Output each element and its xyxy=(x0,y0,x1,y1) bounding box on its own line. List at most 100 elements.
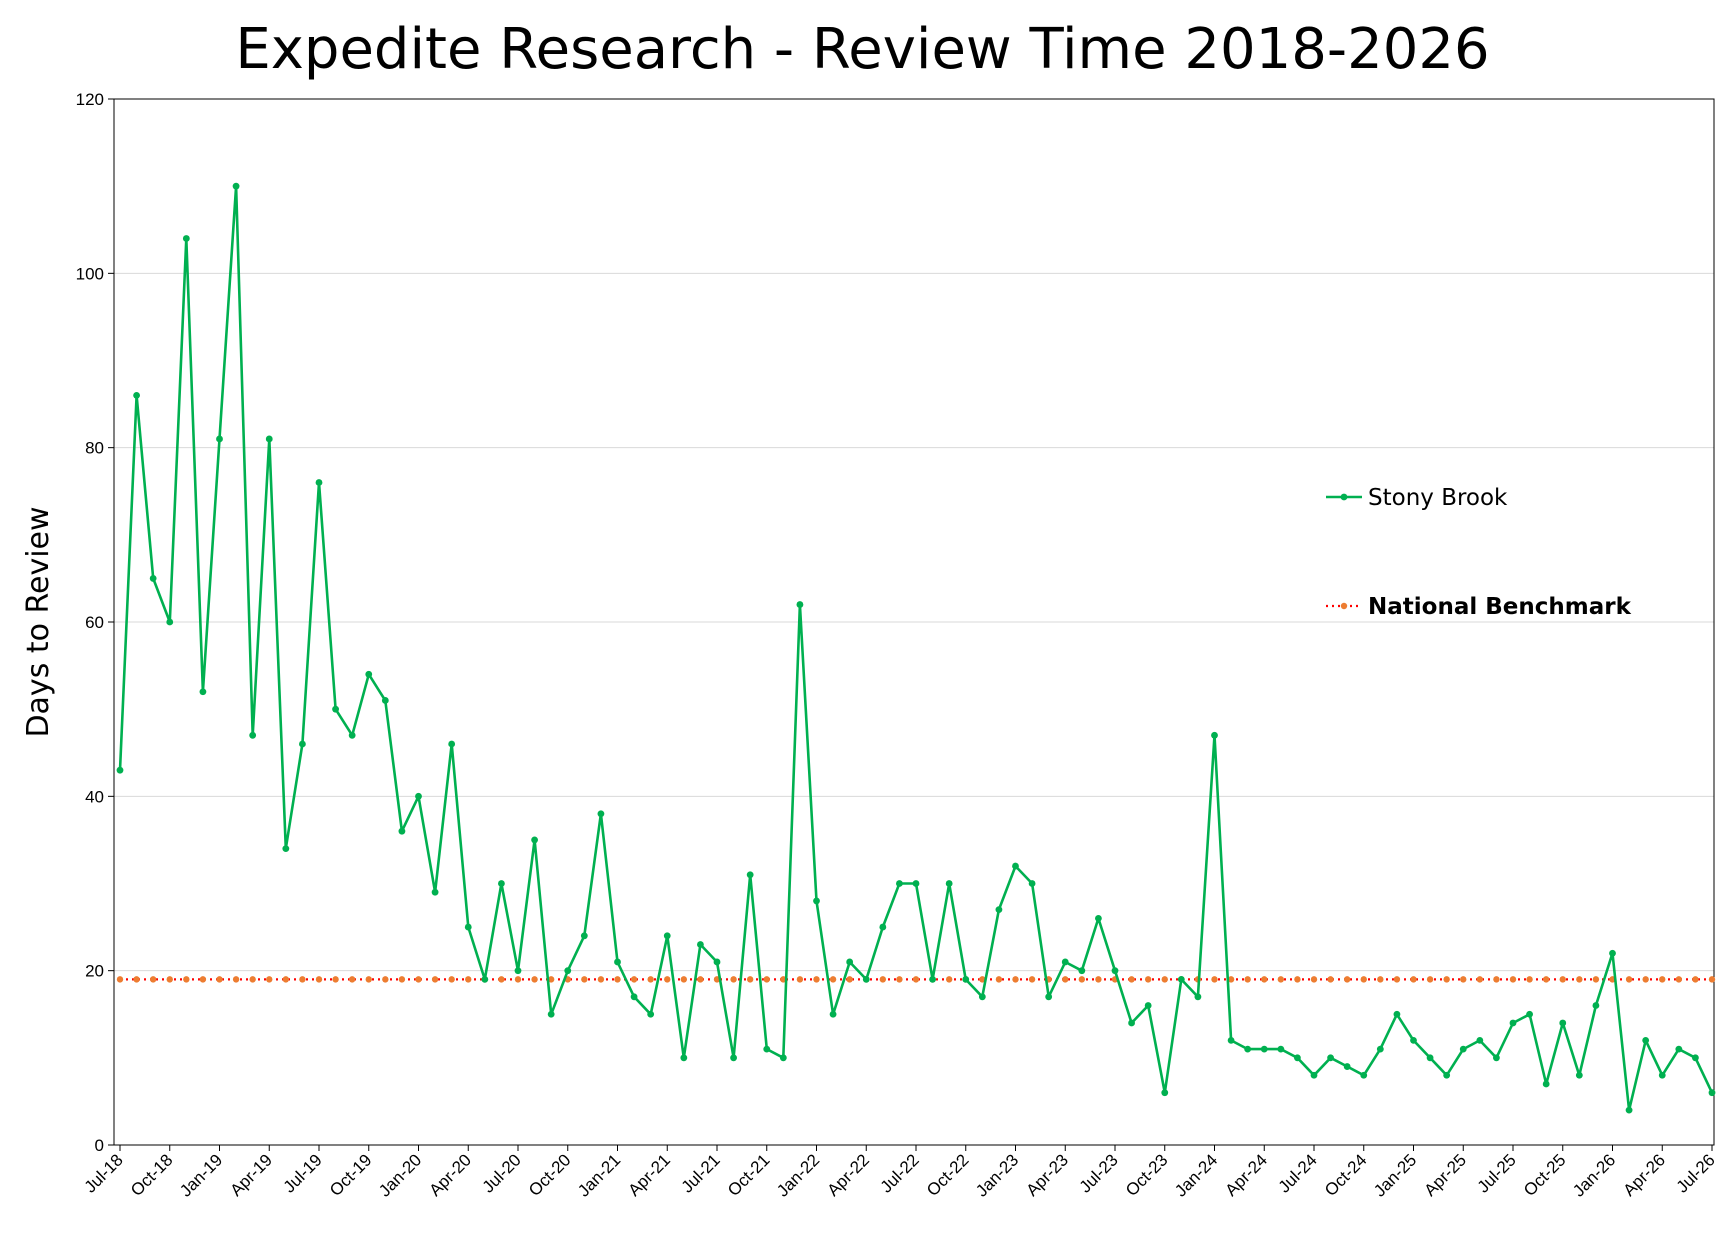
benchmark-point xyxy=(1310,976,1318,983)
x-tick-label: Apr-25 xyxy=(1421,1150,1471,1200)
stony-brook-point xyxy=(531,836,538,844)
benchmark-point xyxy=(514,976,522,983)
stony-brook-point xyxy=(381,697,389,704)
stony-brook-point xyxy=(1194,993,1202,1001)
stony-brook-point xyxy=(398,827,406,835)
benchmark-point xyxy=(1592,976,1600,983)
benchmark-point xyxy=(896,976,903,983)
benchmark-point xyxy=(382,976,389,983)
stony-brook-point xyxy=(1211,731,1218,739)
series-line-stony-brook xyxy=(118,184,1714,1112)
benchmark-point xyxy=(1625,976,1633,983)
benchmark-point xyxy=(1327,976,1334,983)
benchmark-point xyxy=(266,976,273,983)
x-tick-label: Apr-26 xyxy=(1620,1150,1670,1200)
x-tick-label: Jan-23 xyxy=(972,1150,1022,1200)
stony-brook-point xyxy=(1642,1037,1650,1044)
benchmark-point xyxy=(1277,976,1285,983)
stony-brook-point xyxy=(464,923,472,931)
benchmark-point xyxy=(995,976,1003,983)
x-tick-label: Jan-25 xyxy=(1370,1150,1420,1200)
series-layer xyxy=(116,182,1716,1114)
benchmark-point xyxy=(183,976,190,983)
stony-brook-point xyxy=(1144,1002,1152,1009)
stony-brook-point xyxy=(846,958,854,966)
stony-brook-point xyxy=(730,1054,737,1062)
benchmark-point xyxy=(415,976,422,983)
stony-brook-point xyxy=(1443,1071,1451,1079)
stony-brook-point xyxy=(1177,975,1185,983)
x-tick-label: Oct-20 xyxy=(525,1150,575,1200)
benchmark-point xyxy=(1095,976,1102,983)
x-tick-label: Jul-18 xyxy=(81,1150,127,1196)
stony-brook-point xyxy=(1426,1054,1434,1062)
benchmark-point xyxy=(630,976,638,983)
stony-brook-point xyxy=(348,731,356,739)
stony-brook-point xyxy=(1575,1071,1583,1079)
stony-brook-point xyxy=(249,731,257,739)
stony-brook-point xyxy=(149,575,157,582)
benchmark-point xyxy=(614,976,621,983)
benchmark-point xyxy=(1062,976,1069,983)
benchmark-point xyxy=(249,976,256,983)
stony-brook-point xyxy=(929,975,936,983)
legend-marker-stony-brook xyxy=(1340,493,1348,501)
x-tick-label: Jan-26 xyxy=(1569,1150,1619,1200)
x-tick-label: Jan-19 xyxy=(176,1150,226,1200)
benchmark-point xyxy=(1708,976,1716,983)
stony-brook-point xyxy=(614,958,621,966)
benchmark-point xyxy=(299,976,306,983)
stony-brook-point xyxy=(597,810,605,818)
stony-brook-point xyxy=(1244,1045,1252,1053)
stony-brook-point xyxy=(182,235,190,242)
benchmark-point xyxy=(1360,976,1367,983)
x-tick-label: Jul-23 xyxy=(1076,1150,1122,1196)
benchmark-point xyxy=(1211,976,1218,983)
stony-brook-point xyxy=(1061,958,1069,966)
stony-brook-point xyxy=(1161,1089,1169,1097)
stony-brook-point xyxy=(1227,1037,1235,1044)
stony-brook-point xyxy=(1410,1037,1417,1044)
stony-brook-point xyxy=(1559,1019,1567,1027)
stony-brook-point xyxy=(1310,1071,1318,1079)
benchmark-point xyxy=(149,976,157,983)
benchmark-point xyxy=(979,976,986,983)
x-tick-label: Oct-21 xyxy=(724,1150,774,1200)
x-tick-label: Jul-24 xyxy=(1275,1150,1321,1196)
benchmark-point xyxy=(1161,976,1168,983)
stony-brook-point xyxy=(116,766,124,774)
benchmark-point xyxy=(945,976,953,983)
benchmark-point xyxy=(465,976,472,983)
stony-brook-point xyxy=(547,1010,555,1018)
benchmark-point xyxy=(746,976,754,983)
stony-brook-point xyxy=(1360,1071,1368,1079)
x-tick-label: Oct-22 xyxy=(923,1150,973,1200)
benchmark-point xyxy=(879,976,887,983)
benchmark-point xyxy=(348,976,356,983)
benchmark-point xyxy=(846,976,853,983)
stony-brook-point xyxy=(945,880,953,887)
benchmark-point xyxy=(1028,976,1036,983)
stony-brook-point xyxy=(796,601,804,608)
stony-brook-point xyxy=(498,880,505,887)
benchmark-point xyxy=(133,976,140,983)
stony-brook-point xyxy=(1277,1045,1285,1053)
stony-brook-point xyxy=(1095,914,1102,922)
benchmark-point xyxy=(581,976,588,983)
stony-brook-point xyxy=(1128,1019,1135,1027)
stony-brook-point xyxy=(978,993,986,1001)
stony-brook-point xyxy=(1376,1045,1384,1053)
benchmark-point xyxy=(597,976,605,983)
legend-label-national-benchmark: National Benchmark xyxy=(1368,594,1632,620)
x-tick-label: Jul-20 xyxy=(479,1150,525,1196)
y-tick-label: 60 xyxy=(85,613,104,632)
benchmark-point xyxy=(232,976,240,983)
stony-brook-point xyxy=(713,958,721,966)
benchmark-point xyxy=(829,976,837,983)
x-tick-label: Apr-21 xyxy=(625,1150,675,1200)
benchmark-point xyxy=(730,976,737,983)
stony-brook-point xyxy=(1111,967,1119,975)
y-tick-label: 20 xyxy=(85,962,104,981)
